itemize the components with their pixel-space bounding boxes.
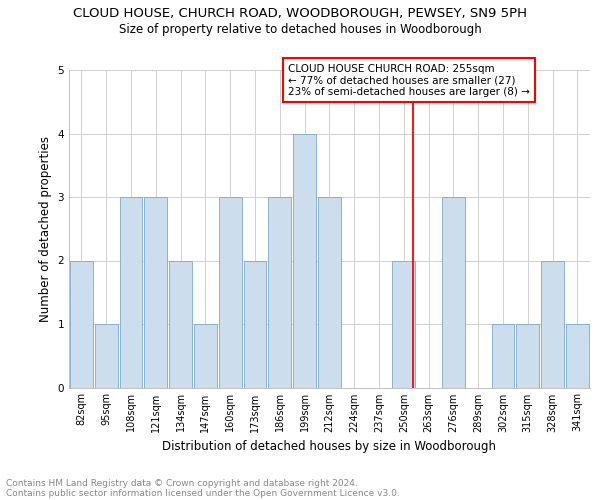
Bar [119, 197, 142, 388]
Bar [318, 197, 341, 388]
Bar [145, 197, 167, 388]
Bar [392, 260, 415, 388]
Bar [541, 260, 564, 388]
Bar [293, 134, 316, 388]
Bar [169, 260, 192, 388]
Text: CLOUD HOUSE, CHURCH ROAD, WOODBOROUGH, PEWSEY, SN9 5PH: CLOUD HOUSE, CHURCH ROAD, WOODBOROUGH, P… [73, 8, 527, 20]
Bar [517, 324, 539, 388]
Bar [95, 324, 118, 388]
X-axis label: Distribution of detached houses by size in Woodborough: Distribution of detached houses by size … [163, 440, 496, 453]
Bar [219, 197, 242, 388]
Text: CLOUD HOUSE CHURCH ROAD: 255sqm
← 77% of detached houses are smaller (27)
23% of: CLOUD HOUSE CHURCH ROAD: 255sqm ← 77% of… [288, 64, 530, 97]
Bar [491, 324, 514, 388]
Bar [70, 260, 93, 388]
Bar [566, 324, 589, 388]
Bar [194, 324, 217, 388]
Text: Contains HM Land Registry data © Crown copyright and database right 2024.: Contains HM Land Registry data © Crown c… [6, 478, 358, 488]
Bar [442, 197, 465, 388]
Text: Contains public sector information licensed under the Open Government Licence v3: Contains public sector information licen… [6, 488, 400, 498]
Bar [268, 197, 291, 388]
Text: Size of property relative to detached houses in Woodborough: Size of property relative to detached ho… [119, 22, 481, 36]
Y-axis label: Number of detached properties: Number of detached properties [39, 136, 52, 322]
Bar [244, 260, 266, 388]
